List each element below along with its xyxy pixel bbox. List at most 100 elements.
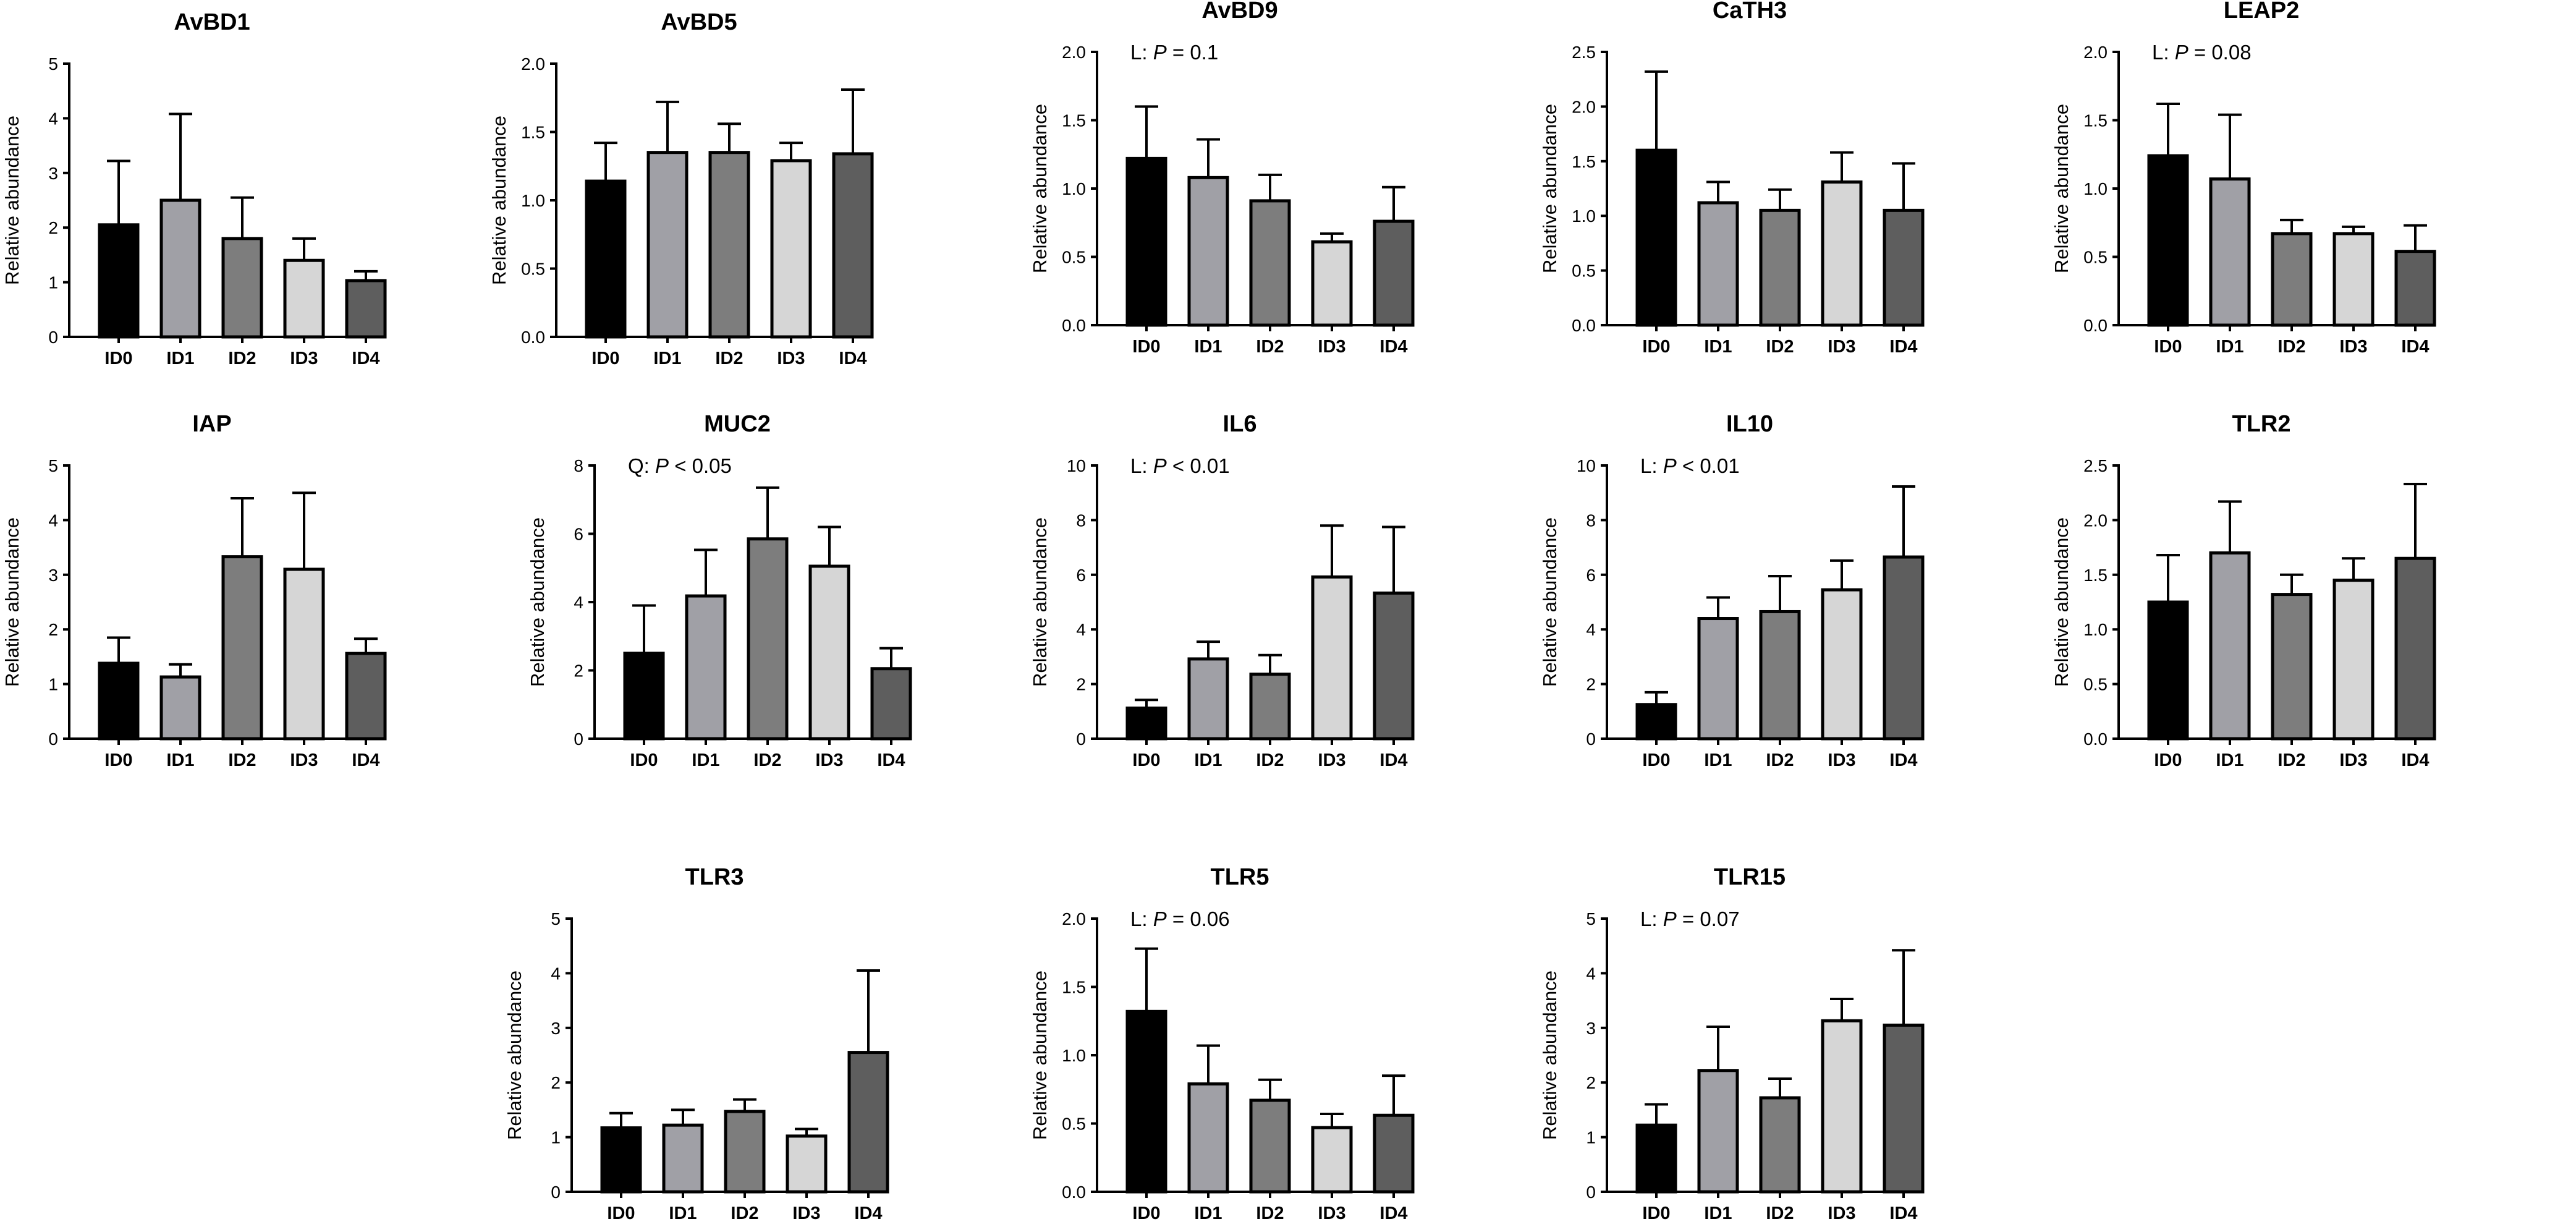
x-tick-label: ID1 [166,750,194,770]
bar-id3 [283,258,325,339]
x-tick-label: ID2 [715,349,743,368]
x-tick-label: ID1 [2216,750,2243,770]
chart-panel-cath3: CaTH3 Relative abundance 0.0 0.5 1.0 1.5 2.0 2.… [1539,0,1925,357]
x-tick-label: ID3 [1318,750,1345,770]
y-tick-label: 2.0 [1062,909,1086,928]
significance-annotation: L: P = 0.06 [1130,907,1230,930]
x-tick-label: ID1 [166,349,194,368]
bar-id2 [2271,232,2313,327]
bar-id0 [623,652,665,741]
x-tick-label: ID4 [1379,1204,1407,1223]
y-axis-label: Relative abundance [504,971,525,1140]
y-tick-label: 0.5 [2083,675,2108,694]
y-tick-label: 0.0 [2083,729,2108,749]
x-tick-label: ID1 [2216,337,2243,357]
x-tick-label: ID2 [1766,750,1794,770]
y-axis-label: Relative abundance [1,517,23,687]
y-tick-label: 6 [1586,566,1596,585]
x-tick-label: ID2 [228,349,256,368]
y-tick-label: 0 [48,729,58,749]
y-axis-label: Relative abundance [1539,517,1561,687]
bar-id1 [662,1123,704,1194]
y-tick-label: 2.0 [2083,511,2108,530]
y-axis-label: Relative abundance [527,517,548,687]
bar-id4 [1883,1023,1925,1194]
x-tick-label: ID1 [1194,1204,1222,1223]
x-tick-label: ID2 [753,750,781,770]
x-tick-label: ID2 [1256,750,1284,770]
bar-id3 [808,564,850,741]
x-tick-label: ID1 [692,750,719,770]
y-tick-label: 1.0 [2083,179,2108,198]
bar-id2 [724,1110,766,1194]
x-tick-label: ID4 [352,750,379,770]
y-tick-label: 1.5 [1572,152,1596,171]
y-tick-label: 4 [574,593,583,612]
y-tick-label: 8 [1586,511,1596,530]
bar-id1 [159,675,201,741]
bar-id1 [2209,551,2251,741]
chart-panel-avbd5: AvBD5 Relative abundance 0.0 0.5 1.0 1.5 2.0 ID… [488,9,874,368]
x-tick-label: ID0 [1642,1204,1670,1223]
bar-id3 [1311,1126,1353,1194]
bar-id2 [708,151,750,339]
bar-id3 [786,1134,828,1194]
y-axis-label: Relative abundance [1539,971,1561,1140]
y-tick-label: 0.5 [2083,248,2108,267]
x-tick-label: ID0 [1132,1204,1160,1223]
chart-title: IL6 [1223,411,1257,437]
x-tick-label: ID3 [2339,337,2367,357]
y-axis-label: Relative abundance [1029,517,1051,687]
bar-id4 [847,1051,889,1194]
y-tick-label: 8 [1076,511,1086,530]
y-axis-label: Relative abundance [2051,517,2072,687]
y-axis-label: Relative abundance [1,116,23,285]
y-tick-label: 2.0 [2083,43,2108,62]
chart-panel-tlr2: TLR2 Relative abundance 0.0 0.5 1.0 1.5 2.0 2.5… [2051,411,2436,770]
chart-panel-il10: IL10 Relative abundance 0 2 4 6 8 10 ID0 ID1 ID2 ID… [1539,411,1925,770]
x-tick-label: ID1 [1704,1204,1732,1223]
x-tick-label: ID3 [777,349,805,368]
y-tick-label: 4 [1586,620,1596,639]
y-tick-label: 6 [1076,566,1086,585]
y-tick-label: 1.5 [521,123,545,142]
y-tick-label: 0.5 [1572,261,1596,281]
y-tick-label: 2 [48,620,58,639]
chart-panel-avbd9: AvBD9 Relative abundance 0.0 0.5 1.0 1.5 2.0 ID… [1029,0,1415,357]
chart-title: IL10 [1726,411,1773,437]
y-tick-label: 5 [48,456,58,475]
chart-title: TLR3 [685,864,744,890]
chart-title: AvBD5 [661,9,737,35]
y-axis-label: Relative abundance [1029,104,1051,273]
x-tick-label: ID0 [1642,750,1670,770]
y-tick-label: 3 [551,1019,561,1038]
bar-id4 [1373,591,1415,741]
chart-panel-tlr15: TLR15 Relative abundance 0 1 2 3 4 5 ID0 ID1 ID2 ID… [1539,864,1925,1223]
significance-annotation: L: P < 0.01 [1130,454,1230,477]
bar-id1 [1697,201,1739,327]
chart-title: TLR5 [1211,864,1269,890]
chart-title: TLR2 [2232,411,2291,437]
x-tick-label: ID0 [2154,337,2182,357]
x-tick-label: ID2 [1256,337,1284,357]
bar-id2 [1759,1096,1801,1194]
bar-id4 [2394,556,2436,741]
y-tick-label: 0 [48,328,58,347]
bar-id3 [283,567,325,741]
y-tick-label: 2 [551,1073,561,1092]
bar-id2 [747,537,789,741]
x-tick-label: ID3 [792,1204,820,1223]
x-tick-label: ID2 [2277,337,2305,357]
significance-annotation: L: P = 0.07 [1640,907,1740,930]
bar-id2 [221,555,263,741]
bar-id4 [1373,1113,1415,1194]
x-tick-label: ID3 [1828,750,1855,770]
bar-id0 [98,223,140,339]
y-tick-label: 2 [1586,675,1596,694]
chart-panel-tlr3: TLR3 Relative abundance 0 1 2 3 4 5 ID0 ID1 ID2 ID3… [504,864,889,1223]
y-tick-label: 3 [48,164,58,183]
y-tick-label: 6 [574,525,583,544]
x-tick-label: ID2 [731,1204,758,1223]
y-tick-label: 0.0 [1572,316,1596,335]
x-tick-label: ID4 [854,1204,882,1223]
